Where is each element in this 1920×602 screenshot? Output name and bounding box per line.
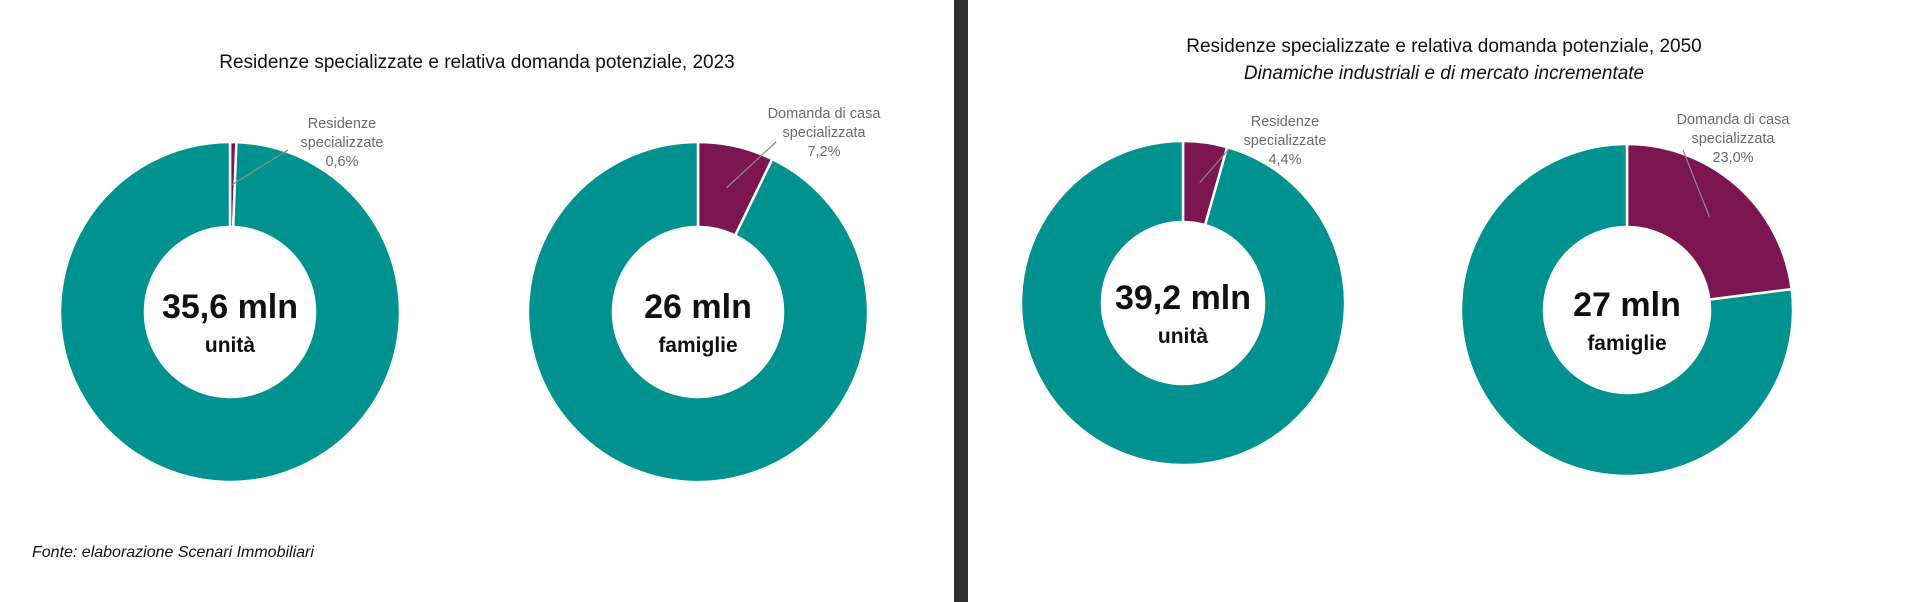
donut-center-value: 26 mln: [644, 288, 752, 326]
right-chart-subtitle: Dinamiche industriali e di mercato incre…: [1243, 63, 1645, 84]
donut-chart-2023-unita: 35,6 mln unità Residenze specializzate 0,6%: [58, 116, 402, 484]
slice-name-label: Residenze: [308, 116, 377, 132]
panel-divider: [954, 0, 968, 602]
leader-line: [726, 141, 777, 189]
slice-name-label: specializzate: [1243, 133, 1326, 149]
right-chart-title: Residenze specializzate e relativa doman…: [1186, 36, 1702, 57]
source-note: Fonte: elaborazione Scenari Immobiliari: [32, 544, 314, 561]
slice-name-label: specializzata: [782, 125, 866, 141]
donut-center-value: 35,6 mln: [162, 288, 298, 326]
slice-name-label: Domanda di casa: [768, 106, 882, 122]
slice-value-label: 4,4%: [1268, 152, 1301, 168]
leader-line: [232, 149, 289, 186]
leader-line: [1199, 148, 1230, 184]
slice-name-label: specializzata: [1691, 131, 1775, 147]
donut-center-unit: famiglie: [658, 334, 737, 357]
donut-center-value: 27 mln: [1573, 286, 1681, 324]
leader-line: [1682, 149, 1710, 217]
slice-value-label: 7,2%: [807, 144, 840, 160]
donut-center-unit: famiglie: [1587, 332, 1666, 355]
donut-slice-main: [58, 140, 402, 484]
left-chart-title: Residenze specializzate e relativa doman…: [219, 52, 735, 73]
slice-name-label: Domanda di casa: [1677, 112, 1791, 128]
slice-value-label: 23,0%: [1712, 150, 1753, 166]
slice-name-label: specializzate: [300, 135, 383, 151]
donut-slice-main: [526, 140, 870, 484]
slice-name-label: Residenze: [1251, 114, 1320, 130]
donut-center-unit: unità: [1158, 325, 1208, 348]
slice-value-label: 0,6%: [325, 154, 358, 170]
donut-slice-main: [1019, 139, 1347, 467]
donut-chart-2050-famiglie: 27 mln famiglie Domanda di casa specializza…: [1459, 112, 1795, 478]
donut-chart-2023-famiglie: 26 mln famiglie Domanda di casa specializza…: [526, 106, 881, 484]
donut-slice-main: [1459, 142, 1795, 478]
donut-slice-highlight: [1625, 142, 1794, 301]
donut-center-unit: unità: [205, 334, 255, 357]
donut-center-value: 39,2 mln: [1115, 279, 1251, 317]
donut-chart-2050-unita: 39,2 mln unità Residenze specializzate 4,4%: [1019, 114, 1347, 467]
